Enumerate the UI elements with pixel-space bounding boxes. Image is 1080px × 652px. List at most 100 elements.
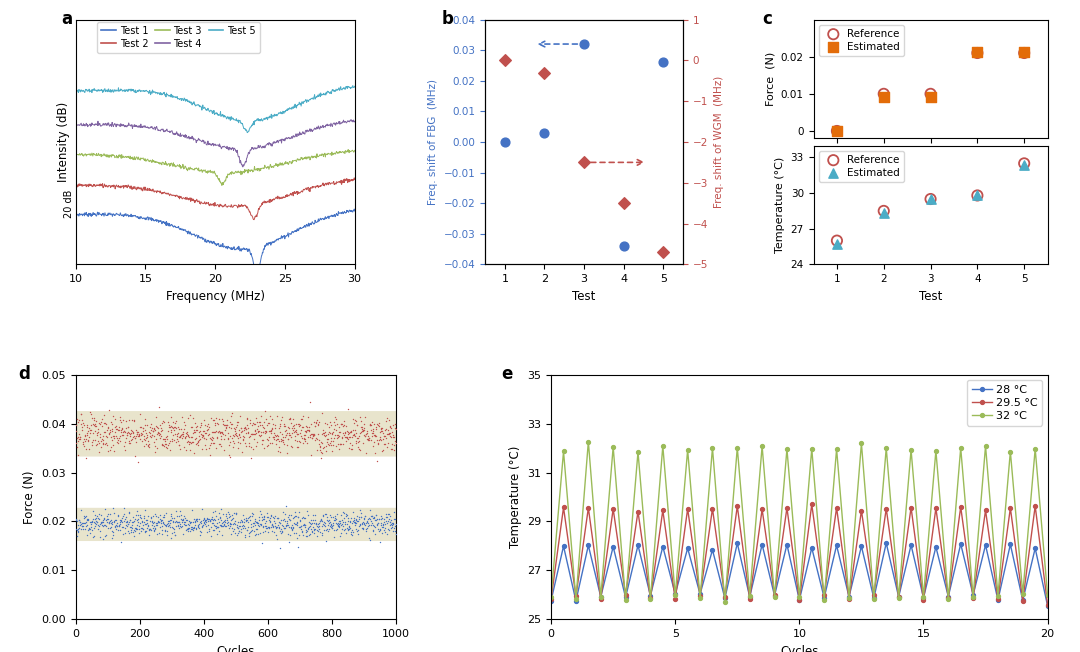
Point xyxy=(357,429,375,439)
Point xyxy=(121,437,138,448)
Point xyxy=(118,520,135,530)
Point xyxy=(273,520,291,530)
28 °C xyxy=(1029,544,1042,552)
Point xyxy=(83,517,100,527)
Point xyxy=(365,525,382,535)
Point xyxy=(144,426,161,436)
Point xyxy=(150,517,167,527)
Point xyxy=(319,514,336,525)
Point xyxy=(259,439,276,450)
Point xyxy=(110,433,127,443)
32 °C xyxy=(967,593,980,600)
Point xyxy=(293,521,310,531)
Point xyxy=(187,439,204,449)
Point xyxy=(162,422,179,432)
Point xyxy=(318,419,335,429)
Point xyxy=(157,520,174,530)
Point xyxy=(271,419,288,430)
Point xyxy=(286,507,303,518)
Point xyxy=(322,511,339,521)
Point xyxy=(536,128,553,138)
Point xyxy=(99,422,117,432)
Point xyxy=(92,436,109,446)
Point xyxy=(183,422,200,433)
Point xyxy=(243,511,260,522)
Point xyxy=(168,430,186,441)
Point xyxy=(294,414,311,424)
29.5 °C xyxy=(867,591,880,599)
Point xyxy=(96,504,113,514)
32 °C xyxy=(768,593,781,601)
Point xyxy=(349,526,366,537)
Point xyxy=(96,439,113,450)
Point xyxy=(363,511,380,522)
Point xyxy=(188,524,205,534)
Point xyxy=(291,507,308,517)
Point xyxy=(226,524,243,534)
Reference xyxy=(969,48,986,58)
Point xyxy=(255,522,272,532)
Point xyxy=(160,516,177,527)
Point xyxy=(336,432,353,443)
Point xyxy=(177,525,194,535)
Point xyxy=(220,450,238,460)
Point xyxy=(184,524,201,535)
Point xyxy=(248,518,266,528)
Point xyxy=(363,420,380,430)
Point xyxy=(105,529,122,540)
Point xyxy=(95,512,112,523)
Point xyxy=(320,428,337,439)
Point xyxy=(356,511,374,522)
Point xyxy=(276,426,294,437)
Point xyxy=(370,435,388,445)
Point xyxy=(163,436,180,446)
Point xyxy=(387,529,404,539)
Point xyxy=(119,430,136,440)
Point xyxy=(271,427,288,437)
Point xyxy=(138,522,156,533)
Point xyxy=(340,524,357,535)
Point xyxy=(338,426,355,436)
Point xyxy=(251,426,268,437)
Point xyxy=(200,419,217,430)
Point xyxy=(335,521,352,531)
Point xyxy=(355,430,373,440)
Point xyxy=(138,432,156,442)
Point xyxy=(373,511,390,521)
Point xyxy=(249,529,267,539)
Point xyxy=(341,522,359,533)
Point xyxy=(138,517,156,527)
Text: e: e xyxy=(501,364,513,383)
Point xyxy=(321,440,338,451)
Point xyxy=(246,419,264,429)
Point xyxy=(226,517,243,527)
Point xyxy=(102,445,119,455)
Point xyxy=(216,420,233,430)
Point xyxy=(77,518,94,528)
Point xyxy=(143,430,160,440)
Point xyxy=(125,415,143,426)
Point xyxy=(77,436,94,446)
Point xyxy=(227,425,244,436)
Point xyxy=(305,428,322,439)
Point xyxy=(184,505,201,515)
Point xyxy=(228,420,245,430)
Point xyxy=(148,443,165,453)
Point xyxy=(78,430,95,440)
Point xyxy=(240,517,257,527)
Point xyxy=(324,517,341,527)
32 °C xyxy=(892,594,905,602)
Point xyxy=(365,520,382,530)
Point xyxy=(178,524,195,535)
Point xyxy=(362,516,379,526)
Point xyxy=(122,429,139,439)
Point xyxy=(71,517,89,527)
Point xyxy=(278,501,295,511)
Point xyxy=(311,524,328,534)
Point xyxy=(295,520,312,530)
Point xyxy=(150,428,167,438)
Point xyxy=(259,418,276,428)
Point xyxy=(291,529,308,540)
Point xyxy=(136,519,153,529)
Point xyxy=(227,428,244,439)
